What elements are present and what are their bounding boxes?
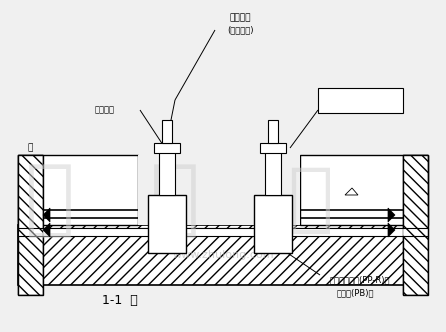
Text: 普通内工三通: 普通内工三通 [343,91,373,100]
Text: 内螺纹大: 内螺纹大 [95,106,115,115]
Text: 网: 网 [287,163,333,237]
Text: (包管工程配件工具): (包管工程配件工具) [336,103,380,112]
Text: 1-1  节: 1-1 节 [102,293,138,306]
Bar [403,155,428,295]
Bar [254,195,292,253]
Text: 无缝内螺纹滴(PP-R)管: 无缝内螺纹滴(PP-R)管 [330,276,390,285]
Text: www.zhulong.com: www.zhulong.com [172,250,274,260]
Text: 普通内工三通: 普通内工三通 [343,91,373,100]
Bar [265,148,281,195]
Bar [18,155,43,295]
Text: 墙: 墙 [27,143,33,152]
Bar [268,120,278,143]
Text: (包管工程配件工具): (包管工程配件工具) [336,103,380,112]
Polygon shape [388,223,395,237]
Bar [18,228,428,236]
Bar [260,143,286,153]
Bar [18,155,43,295]
Bar [300,155,428,225]
Text: 管件管备: 管件管备 [229,14,251,23]
Text: (左为进线): (左为进线) [227,26,253,35]
Bar [318,88,403,113]
Polygon shape [388,208,395,222]
Text: 龙: 龙 [150,159,200,240]
Bar [138,155,300,225]
Bar [154,143,180,153]
Text: 筑: 筑 [25,159,75,240]
Polygon shape [43,208,50,222]
Bar [403,155,428,295]
Bar [18,225,428,285]
Bar [162,120,172,143]
Bar [148,195,186,253]
Bar [18,155,138,225]
Bar [159,148,175,195]
Polygon shape [43,223,50,237]
Text: 螺旋管(PB)管: 螺旋管(PB)管 [336,289,374,297]
